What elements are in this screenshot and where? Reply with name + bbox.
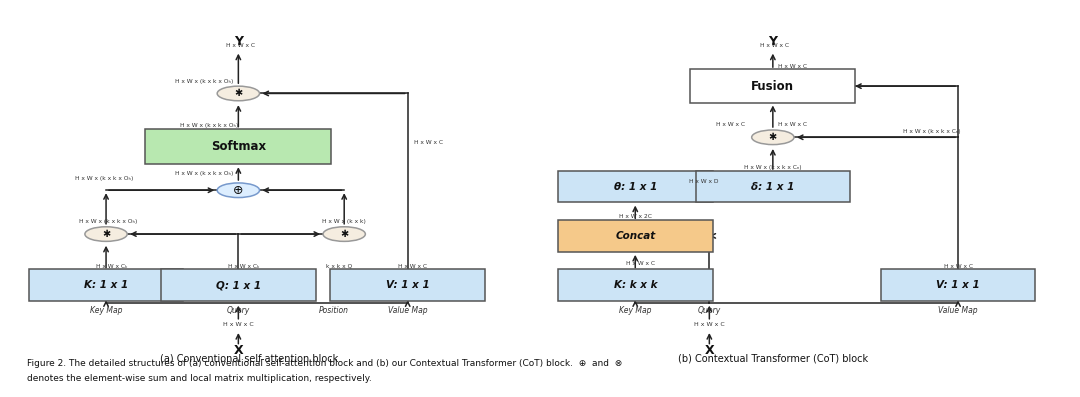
- Text: ✱: ✱: [340, 229, 348, 239]
- Text: ✱: ✱: [769, 132, 777, 142]
- Text: θ: 1 x 1: θ: 1 x 1: [613, 181, 657, 192]
- Text: Q: 1 x 1: Q: 1 x 1: [216, 280, 261, 290]
- Text: H x W x C: H x W x C: [222, 322, 254, 327]
- FancyBboxPatch shape: [145, 129, 332, 164]
- Text: X: X: [233, 345, 243, 357]
- Text: (b) Contextual Transformer (CoT) block: (b) Contextual Transformer (CoT) block: [678, 353, 868, 363]
- FancyBboxPatch shape: [881, 270, 1036, 301]
- Circle shape: [217, 183, 259, 198]
- Text: H x W x (k x k): H x W x (k x k): [322, 219, 366, 224]
- Text: H x W x (k x k x Oₕ): H x W x (k x k x Oₕ): [75, 176, 133, 181]
- Text: K: 1 x 1: K: 1 x 1: [84, 280, 129, 290]
- Text: K: k x k: K: k x k: [613, 280, 657, 290]
- Text: Y: Y: [234, 35, 243, 48]
- Text: Query: Query: [227, 306, 249, 315]
- Text: H x W x (k x k x Cₙ): H x W x (k x k x Cₙ): [744, 165, 801, 170]
- Text: Softmax: Softmax: [211, 140, 266, 153]
- Text: V: 1 x 1: V: 1 x 1: [386, 280, 430, 290]
- Text: H x W x C: H x W x C: [760, 44, 789, 48]
- Text: δ: 1 x 1: δ: 1 x 1: [752, 181, 795, 192]
- Text: Figure 2. The detailed structures of (a) conventional self-attention block and (: Figure 2. The detailed structures of (a)…: [27, 359, 622, 368]
- Text: Query: Query: [698, 306, 721, 315]
- Text: Concat: Concat: [616, 231, 656, 241]
- Text: H x W x Cₖ: H x W x Cₖ: [95, 264, 127, 269]
- Text: Value Map: Value Map: [388, 306, 428, 315]
- Circle shape: [85, 227, 127, 241]
- FancyBboxPatch shape: [29, 270, 184, 301]
- Text: H x W x C: H x W x C: [944, 264, 973, 269]
- Text: H x W x C: H x W x C: [716, 122, 745, 127]
- FancyBboxPatch shape: [558, 270, 713, 301]
- Text: H x W x (k x k x Oₕ): H x W x (k x k x Oₕ): [79, 219, 137, 224]
- Text: Position: Position: [319, 306, 349, 315]
- Text: Key Map: Key Map: [619, 306, 651, 315]
- Text: H x W x C: H x W x C: [626, 261, 656, 266]
- Text: denotes the element-wise sum and local matrix multiplication, respectively.: denotes the element-wise sum and local m…: [27, 374, 372, 383]
- Text: H x W x C: H x W x C: [226, 44, 255, 48]
- Text: Value Map: Value Map: [939, 306, 977, 315]
- Text: ⊕: ⊕: [233, 184, 244, 197]
- FancyBboxPatch shape: [330, 270, 485, 301]
- FancyBboxPatch shape: [161, 270, 315, 301]
- Text: H x W x C: H x W x C: [415, 140, 444, 145]
- Text: (a) Conventional self-attention block: (a) Conventional self-attention block: [160, 353, 338, 363]
- Text: H x W x Cₖ: H x W x Cₖ: [228, 264, 259, 269]
- Text: k x k x Q: k x k x Q: [326, 264, 352, 269]
- Circle shape: [323, 227, 365, 241]
- Circle shape: [217, 86, 259, 101]
- Text: H x W x C: H x W x C: [399, 264, 428, 269]
- Text: ✱: ✱: [234, 89, 242, 98]
- Text: H x W x 2C: H x W x 2C: [619, 214, 651, 219]
- FancyBboxPatch shape: [558, 220, 713, 252]
- Text: H x W x C: H x W x C: [778, 122, 807, 127]
- FancyBboxPatch shape: [690, 69, 855, 103]
- Text: H x W x (k x k x Oₕ): H x W x (k x k x Oₕ): [180, 123, 239, 128]
- Circle shape: [752, 130, 794, 145]
- Text: ✱: ✱: [102, 229, 110, 239]
- Text: H x W x (k x k x Cₙ): H x W x (k x k x Cₙ): [903, 129, 960, 134]
- Text: Fusion: Fusion: [752, 80, 795, 93]
- Text: H x W x (k x k x Oₕ): H x W x (k x k x Oₕ): [175, 79, 233, 84]
- Text: H x W x C: H x W x C: [778, 64, 807, 69]
- Text: H x W x C: H x W x C: [694, 322, 725, 327]
- Text: H x W x (k x k x Oₕ): H x W x (k x k x Oₕ): [175, 172, 233, 176]
- Text: Y: Y: [768, 35, 778, 48]
- FancyBboxPatch shape: [696, 171, 850, 202]
- FancyBboxPatch shape: [558, 171, 713, 202]
- Text: H x W x D: H x W x D: [689, 179, 719, 184]
- Text: X: X: [704, 345, 714, 357]
- Text: Key Map: Key Map: [90, 306, 122, 315]
- Text: V: 1 x 1: V: 1 x 1: [936, 280, 980, 290]
